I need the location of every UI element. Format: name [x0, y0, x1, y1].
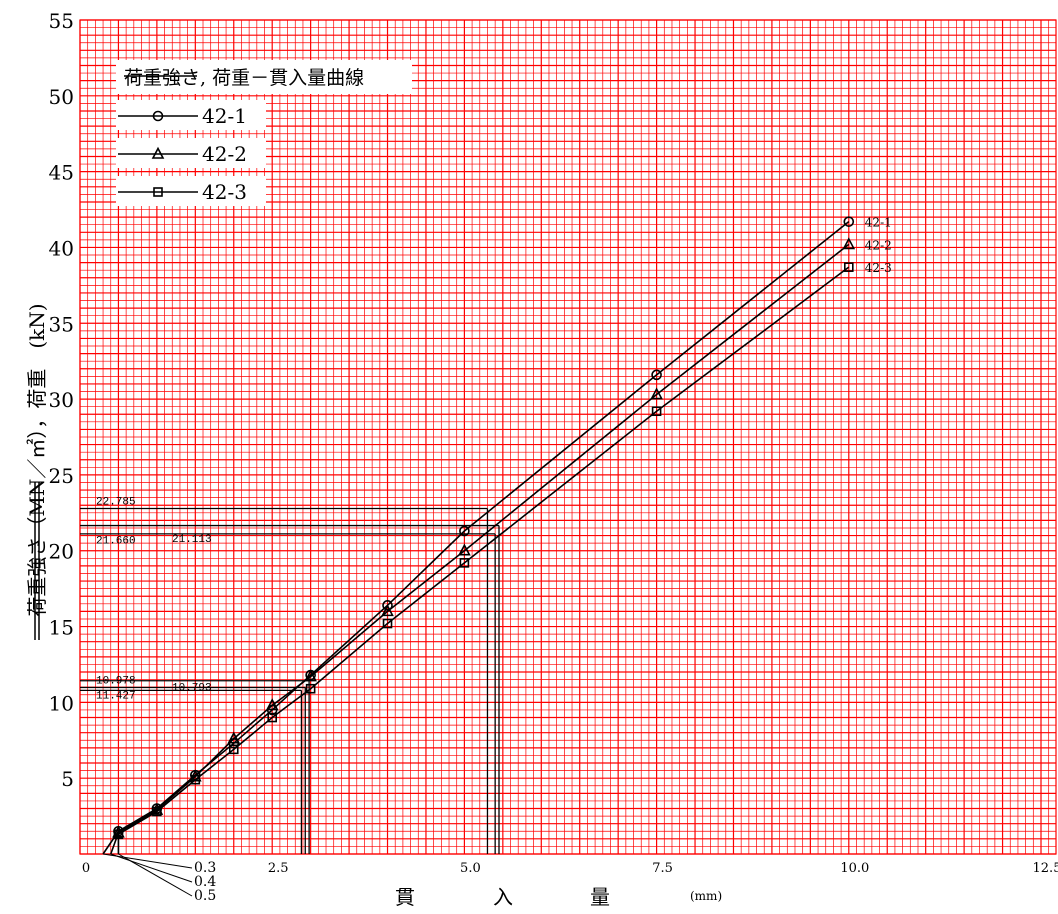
data-point-square	[651, 406, 662, 417]
y-axis-label-text: ，荷重 (kN)	[25, 303, 49, 428]
tick-labels: 5 10 15 20 25 30 35 40 45 50 55 0 2.5 5.0 7.5 10.0 12.5	[49, 9, 1058, 876]
x-axis-label-char-1: 貫	[395, 885, 415, 909]
y-tick-label: 40	[49, 236, 74, 260]
y-tick-label: 5	[61, 767, 74, 791]
x-axis-unit: (mm)	[690, 889, 722, 903]
data-point-triangle	[151, 146, 165, 159]
y-tick-label: 45	[49, 161, 74, 185]
x-axis-label-char-3: 量	[590, 885, 610, 909]
y-tick-label: 50	[49, 85, 74, 109]
x-tick-label: 12.5	[1033, 861, 1058, 876]
y-tick-label: 10	[49, 691, 74, 715]
y-tick-label: 35	[49, 312, 74, 336]
data-point-triangle	[842, 237, 856, 250]
x-tick-label: 0	[82, 861, 90, 876]
data-point-square	[190, 774, 201, 785]
corrected-value-label: 10.793	[172, 682, 212, 694]
legend-title: , 荷重－貫入量曲線	[200, 67, 364, 89]
origin-correction-label: 0.5	[194, 888, 216, 904]
data-point-circle	[843, 216, 855, 227]
legend-items: 42-1 42-2 42-3	[116, 100, 266, 206]
y-axis-label-struck: 荷重強さ（MN／㎡）	[25, 429, 49, 617]
data-point-square	[153, 187, 163, 197]
legend-label: 42-2	[202, 142, 247, 166]
svg-text:荷重強さ（MN／㎡），荷重 (kN): 荷重強さ（MN／㎡），荷重 (kN)	[25, 303, 49, 616]
data-point-square	[228, 744, 239, 755]
data-point-triangle	[304, 669, 317, 682]
data-point-square	[459, 558, 470, 568]
series-end-label: 42-2	[865, 238, 892, 252]
x-tick-label: 2.5	[268, 861, 289, 876]
y-tick-label: 20	[49, 540, 74, 564]
y-tick-label: 15	[49, 616, 74, 640]
corrected-value-label: 21.113	[172, 534, 212, 546]
x-tick-label: 5.0	[460, 861, 481, 876]
x-tick-label: 7.5	[652, 861, 673, 876]
data-point-triangle	[458, 543, 471, 556]
series-line-42-2	[109, 243, 850, 855]
y-axis-label: 荷重強さ（MN／㎡），荷重 (kN)	[25, 303, 49, 640]
origin-correction-leader	[118, 853, 193, 897]
y-tick-label: 55	[49, 9, 74, 33]
legend-item-bg	[116, 100, 266, 130]
series-end-label: 42-3	[865, 261, 892, 275]
data-point-circle	[651, 369, 662, 381]
data-point-square	[305, 683, 316, 694]
origin-correction-label: 0.4	[194, 874, 216, 890]
data-point-square	[113, 829, 124, 840]
corrected-value-label: 11.427	[96, 691, 136, 703]
legend-label: 42-3	[202, 180, 247, 204]
y-tick-label: 30	[49, 388, 74, 412]
origin-correction-label: 0.3	[194, 860, 216, 876]
data-point-square	[382, 618, 393, 629]
origin-correction-leader	[110, 853, 193, 883]
data-point-square	[152, 806, 162, 817]
legend-item-bg	[116, 176, 266, 206]
y-tick-label: 25	[49, 464, 74, 488]
data-point-circle	[152, 110, 164, 122]
x-tick-label: 10.0	[840, 861, 869, 876]
legend-item-bg	[116, 138, 266, 168]
data-point-triangle	[227, 731, 241, 744]
legend: 荷重強さ, 荷重－貫入量曲線 42-1 42-2 42-3	[116, 60, 412, 206]
x-axis-label-char-2: 入	[493, 885, 513, 909]
data-point-square	[267, 712, 278, 723]
chart-grid	[79, 19, 1057, 855]
data-point-circle	[382, 600, 393, 611]
legend-label: 42-1	[202, 104, 247, 128]
corrected-value-label: 21.660	[96, 536, 136, 548]
data-point-square	[843, 262, 854, 272]
legend-title-struck: 荷重強さ	[124, 67, 200, 89]
series-group: 42-1 42-2 42-3	[102, 216, 892, 855]
corrected-value-lines: 22.78521.11321.66010.97810.79311.4270.30…	[80, 496, 500, 904]
data-point-triangle	[650, 387, 663, 400]
data-point-triangle	[265, 698, 279, 711]
corrected-value-label: 10.978	[96, 676, 136, 688]
legend-box	[116, 60, 412, 94]
corrected-value-label: 22.785	[96, 496, 136, 508]
series-line-42-3	[117, 266, 850, 854]
x-axis-label: 貫 入 量 (mm)	[395, 885, 722, 909]
data-point-circle	[459, 525, 470, 537]
data-point-triangle	[381, 604, 394, 617]
svg-text:荷重強さ, 荷重－貫入量曲線: 荷重強さ, 荷重－貫入量曲線	[124, 67, 364, 89]
series-end-label: 42-1	[865, 216, 892, 230]
